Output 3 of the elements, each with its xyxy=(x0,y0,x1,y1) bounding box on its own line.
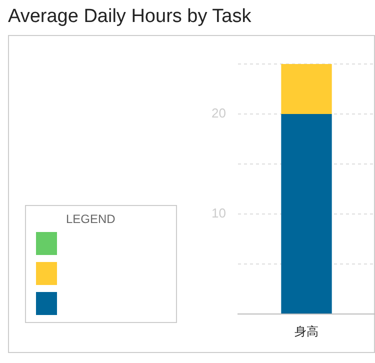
text: LEGEND xyxy=(66,212,116,226)
chart-title: Average Daily Hours by Task xyxy=(8,6,252,28)
x-tick-label: 身高 xyxy=(294,324,318,338)
